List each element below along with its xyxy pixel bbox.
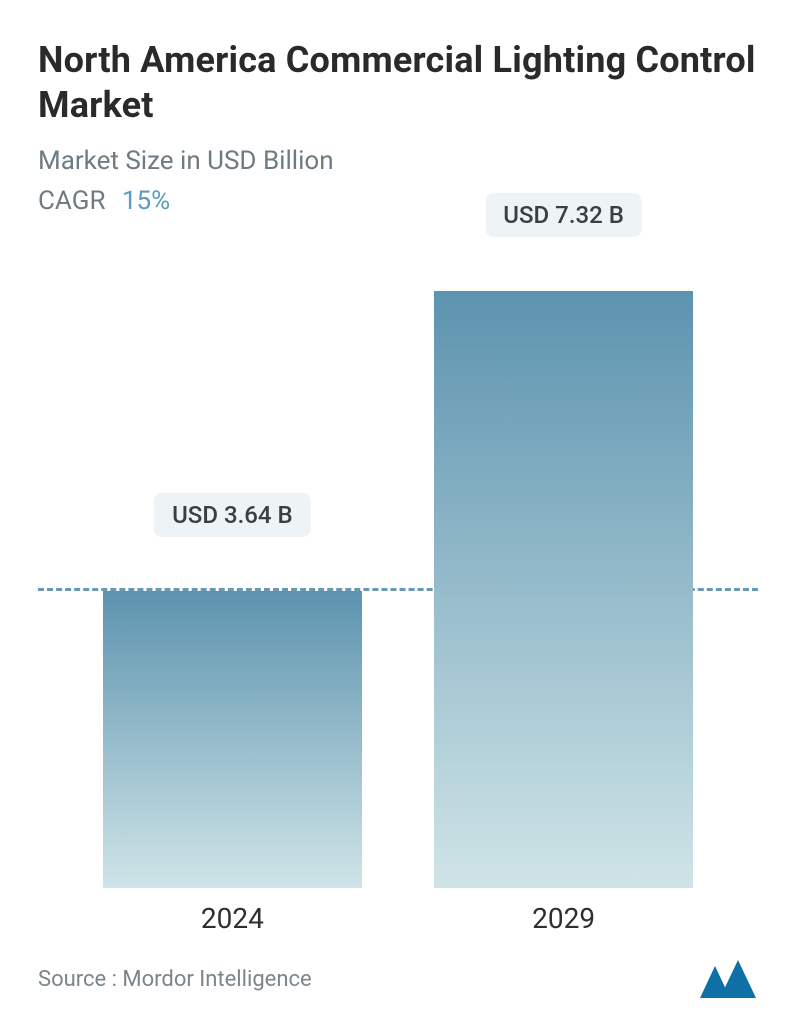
bar-value-label: USD 7.32 B xyxy=(485,193,642,237)
chart-plot: USD 3.64 BUSD 7.32 B xyxy=(38,236,758,888)
cagr-row: CAGR 15% xyxy=(38,186,758,216)
chart-area: USD 3.64 BUSD 7.32 B 2024 2029 xyxy=(38,236,758,948)
bar-value-label: USD 3.64 B xyxy=(154,493,311,537)
chart-subtitle: Market Size in USD Billion xyxy=(38,146,758,176)
mordor-logo-icon xyxy=(698,958,758,1000)
x-axis-label: 2024 xyxy=(201,902,264,935)
cagr-label: CAGR xyxy=(38,186,105,216)
bar xyxy=(434,291,693,888)
chart-title: North America Commercial Lighting Contro… xyxy=(38,38,758,128)
x-axis-label: 2029 xyxy=(532,902,595,935)
source-text: Source : Mordor Intelligence xyxy=(38,967,312,992)
bar xyxy=(103,591,362,888)
chart-card: North America Commercial Lighting Contro… xyxy=(0,0,796,1034)
footer: Source : Mordor Intelligence xyxy=(38,954,758,1004)
x-axis-labels: 2024 2029 xyxy=(38,888,758,948)
cagr-value: 15% xyxy=(122,186,170,216)
